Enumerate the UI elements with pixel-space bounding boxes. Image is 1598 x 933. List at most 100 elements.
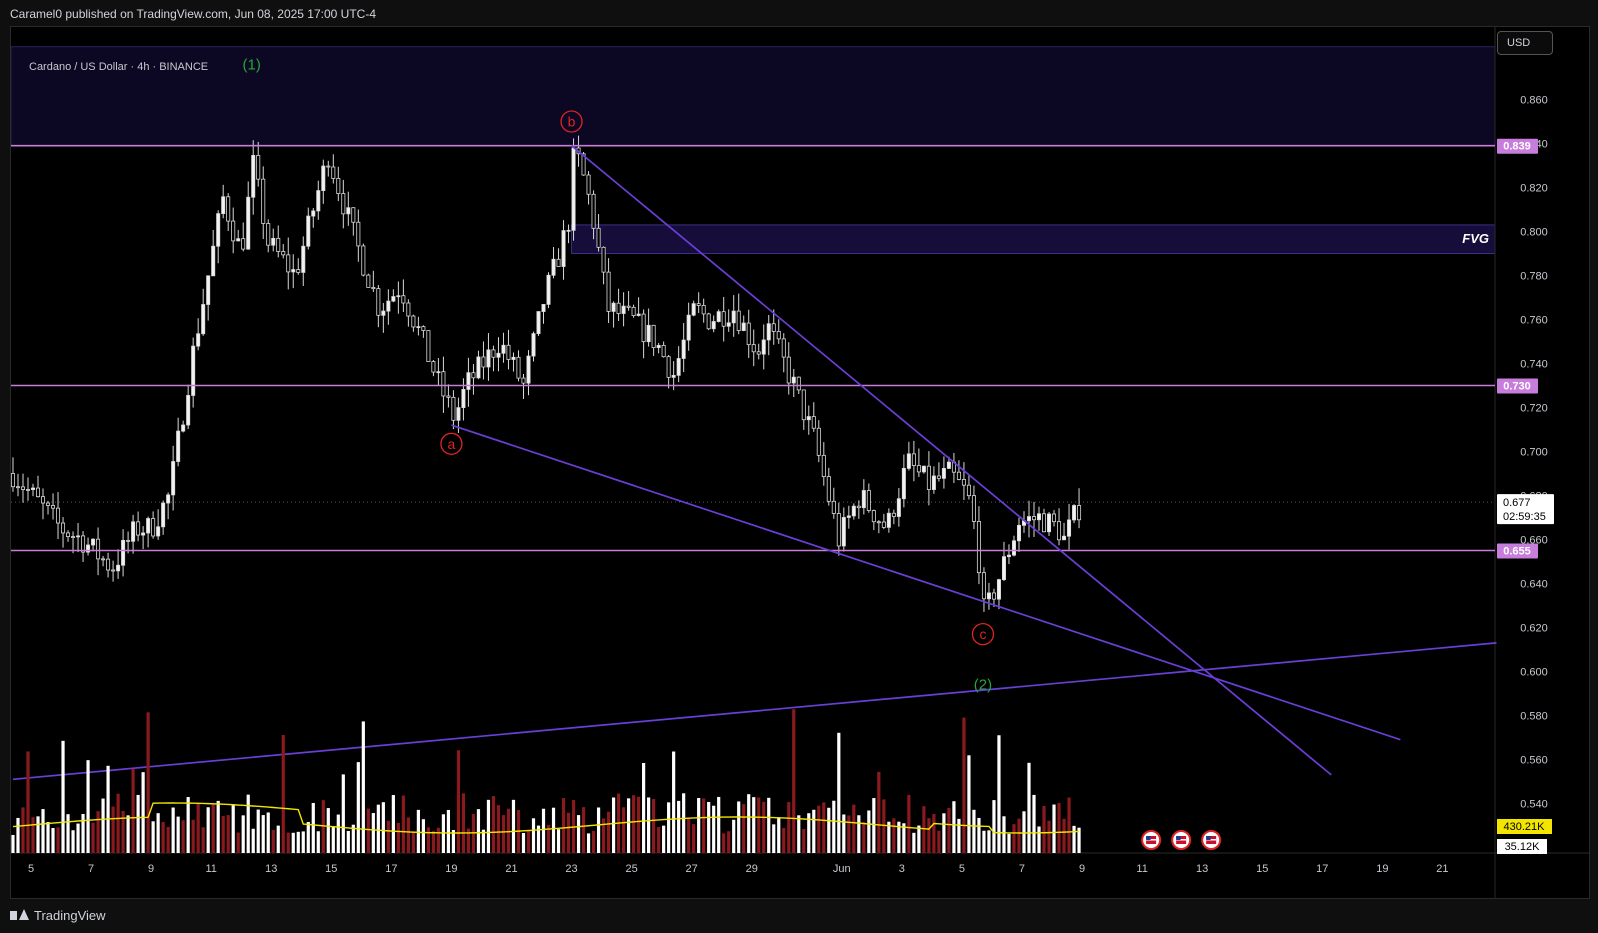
candle-body (796, 376, 801, 391)
candle-67 (346, 191, 351, 226)
candle-body (461, 388, 466, 409)
candle-body (271, 237, 276, 246)
candle-124 (631, 304, 636, 318)
candle-94 (481, 341, 486, 380)
candle-body (621, 305, 626, 314)
candle-body (566, 229, 571, 232)
volume-bar-200 (1012, 824, 1016, 853)
chart-area[interactable]: FVG(1)bac(2)0.8600.8400.8200.8000.7800.7… (10, 26, 1590, 899)
candle-4 (31, 483, 36, 497)
candle-body (511, 356, 516, 360)
candle-body (311, 210, 316, 217)
volume-bar-104 (531, 818, 536, 853)
candle-body (541, 304, 546, 312)
candle-204 (1032, 501, 1037, 538)
candle-body (1042, 513, 1047, 533)
candle-body (426, 330, 431, 362)
x-tick-7: 19 (445, 863, 457, 875)
candle-body (176, 430, 181, 462)
candle-body (446, 395, 451, 398)
candle-body (436, 371, 441, 374)
candle-108 (551, 246, 556, 279)
candle-body (756, 351, 761, 355)
candle-172 (871, 509, 876, 531)
candle-153 (776, 319, 781, 344)
candle-body (281, 251, 286, 256)
volume-bar-55 (286, 832, 290, 853)
volume-bar-69 (356, 762, 360, 853)
candle-64 (331, 154, 336, 184)
volume-bar-161 (817, 805, 821, 853)
candle-body (501, 344, 506, 354)
candle-146 (741, 315, 746, 332)
candle-body (456, 407, 461, 421)
candle-188 (951, 453, 956, 483)
volume-bar-149 (757, 797, 761, 853)
volume-bar-49 (256, 809, 260, 853)
candle-77 (396, 281, 401, 314)
y-tick-8: 0.700 (1520, 447, 1548, 459)
candle-40 (211, 229, 216, 277)
volume-ma-badge (1497, 819, 1552, 834)
candle-192 (971, 485, 976, 530)
candle-body (25, 489, 30, 491)
candle-body (856, 505, 861, 509)
candle-180 (911, 440, 916, 482)
candle-209 (1057, 508, 1062, 546)
candle-body (1067, 519, 1072, 537)
candle-body (116, 564, 121, 572)
candle-164 (831, 487, 836, 519)
volume-bar-71 (366, 808, 370, 853)
tradingview-footer[interactable]: TradingView (10, 905, 106, 925)
candle-98 (501, 332, 506, 363)
candle-87 (446, 384, 451, 408)
x-tick-21: 17 (1316, 863, 1328, 875)
candle-149 (756, 343, 761, 360)
candle-68 (351, 207, 356, 236)
candle-body (846, 515, 851, 518)
volume-bar-179 (907, 794, 911, 853)
volume-bar-102 (521, 833, 526, 853)
price-chart[interactable]: FVG(1)bac(2)0.8600.8400.8200.8000.7800.7… (11, 27, 1589, 898)
x-tick-2: 9 (148, 863, 154, 875)
candle-body (286, 254, 291, 273)
candle-31 (166, 492, 171, 520)
candle-81 (416, 316, 421, 336)
candle-body (221, 196, 226, 215)
candle-136 (691, 300, 696, 317)
volume-bar-207 (1047, 820, 1051, 853)
candle-body (686, 314, 691, 341)
candle-body (96, 538, 101, 560)
volume-bar-61 (316, 831, 320, 853)
candle-123 (626, 291, 631, 311)
volume-bar-155 (787, 802, 791, 853)
candle-body (341, 193, 346, 215)
candle-84 (431, 359, 436, 377)
volume-bar-168 (852, 804, 856, 853)
wave-label-2: a (448, 436, 456, 452)
candle-body (191, 345, 196, 396)
candle-142 (721, 296, 726, 342)
candle-body (216, 213, 221, 247)
candle-body (86, 544, 91, 553)
candle-body (331, 166, 336, 179)
candle-body (121, 539, 126, 566)
volume-bar-208 (1052, 804, 1056, 853)
candle-body (371, 287, 376, 290)
volume-bar-95 (486, 799, 491, 853)
level-badge-label-2: 0.655 (1503, 546, 1531, 558)
candle-body (986, 592, 991, 600)
candle-body (41, 496, 46, 504)
volume-bar-134 (682, 793, 686, 853)
currency-button[interactable]: USD (1497, 31, 1553, 55)
volume-bar-42 (221, 815, 225, 853)
candle-52 (271, 228, 276, 252)
volume-bar-166 (842, 814, 846, 853)
supply-zone (11, 46, 1496, 147)
candle-210 (1062, 522, 1067, 541)
volume-bar-40 (211, 803, 215, 853)
candle-198 (1001, 541, 1006, 582)
volume-bar-26 (141, 772, 145, 853)
volume-bar-141 (717, 796, 721, 853)
candle-111 (566, 224, 571, 244)
